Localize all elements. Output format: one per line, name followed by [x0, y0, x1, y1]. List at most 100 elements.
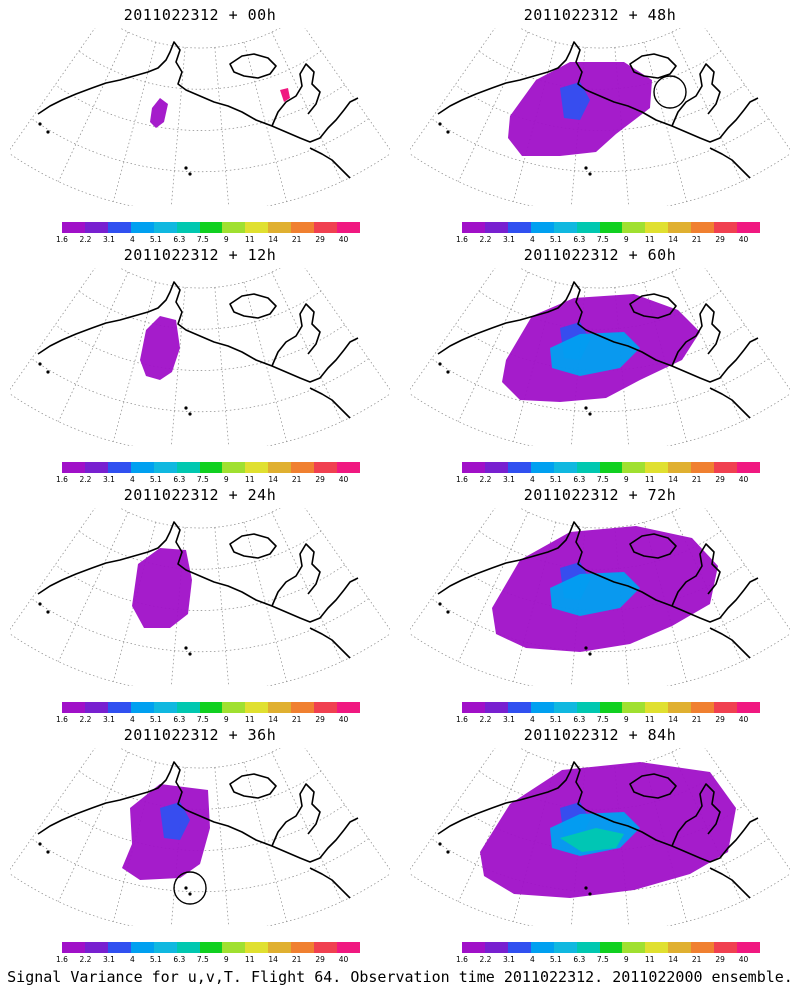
colorbar-swatch — [645, 942, 669, 953]
colorbar-label: 40 — [738, 715, 749, 724]
colorbar-swatch — [484, 462, 508, 473]
colorbar-label: 3.1 — [502, 475, 515, 484]
colorbar-label: 5.1 — [549, 715, 562, 724]
colorbar-swatch — [62, 462, 85, 473]
map-panel: 2011022312 + 60h 1.6 2.2 3.1 4 5.1 6.3 7.5 9 11 14… — [400, 240, 800, 484]
polar-map — [410, 508, 790, 686]
colorbar-label: 40 — [738, 475, 749, 484]
colorbar-label: 2.2 — [479, 955, 492, 964]
colorbar-label: 5.1 — [549, 235, 562, 244]
colorbar-swatch — [62, 702, 85, 713]
colorbar-swatch — [153, 462, 177, 473]
panel-title: 2011022312 + 48h — [523, 6, 677, 24]
polar-map — [410, 748, 790, 926]
colorbar-label: 21 — [691, 235, 702, 244]
colorbar-label: 40 — [338, 235, 349, 244]
colorbar-swatch — [268, 462, 292, 473]
colorbar-swatch — [130, 942, 154, 953]
colorbar-swatch — [462, 462, 485, 473]
colorbar-swatch — [622, 462, 646, 473]
colorbar-swatch — [291, 222, 315, 233]
colorbar-label: 29 — [315, 715, 325, 724]
colorbar-swatch — [484, 942, 508, 953]
colorbar-swatch — [314, 222, 338, 233]
colorbar-label: 7.5 — [596, 955, 609, 964]
colorbar-swatch — [691, 702, 715, 713]
colorbar-label: 6.3 — [173, 475, 186, 484]
colorbar-label: 21 — [291, 955, 302, 964]
colorbar-label: 40 — [338, 955, 349, 964]
polar-map — [10, 268, 390, 446]
colorbar-swatch — [222, 702, 246, 713]
colorbar-swatch — [291, 942, 315, 953]
colorbar-swatch — [668, 702, 692, 713]
colorbar-label: 9 — [223, 715, 229, 724]
colorbar-swatch — [84, 942, 108, 953]
colorbar-label: 21 — [691, 475, 702, 484]
colorbar-swatch — [268, 222, 292, 233]
colorbar-label: 14 — [268, 235, 278, 244]
colorbar-swatch — [462, 222, 485, 233]
colorbar — [62, 942, 360, 953]
colorbar-label: 6.3 — [573, 235, 586, 244]
map-panel: 2011022312 + 00h 1.6 2.2 3.1 4 5.1 6.3 7.5 9 11 14… — [0, 0, 400, 244]
colorbar-swatch — [130, 702, 154, 713]
colorbar-swatch — [576, 942, 600, 953]
colorbar-swatch — [737, 462, 760, 473]
colorbar-label: 40 — [338, 475, 349, 484]
colorbar-label: 29 — [315, 235, 325, 244]
colorbar-label: 11 — [244, 235, 255, 244]
colorbar-swatch — [553, 702, 577, 713]
colorbar-label: 14 — [268, 955, 278, 964]
colorbar-swatch — [507, 702, 531, 713]
colorbar-label: 14 — [668, 475, 678, 484]
colorbar-label: 2.2 — [79, 715, 92, 724]
colorbar-swatch — [691, 462, 715, 473]
polar-map — [410, 28, 790, 206]
variance-region — [560, 828, 624, 852]
colorbar-label: 5.1 — [549, 955, 562, 964]
colorbar-swatch — [199, 702, 223, 713]
observation-circle — [653, 75, 687, 109]
colorbar-swatch — [530, 222, 554, 233]
colorbar-swatch — [530, 462, 554, 473]
colorbar-swatch — [153, 222, 177, 233]
colorbar-labels: 1.6 2.2 3.1 4 5.1 6.3 7.5 9 11 14 21 29 40 — [456, 955, 766, 965]
colorbar-swatch — [737, 222, 760, 233]
panel-title: 2011022312 + 60h — [523, 246, 677, 264]
panel-title: 2011022312 + 84h — [523, 726, 677, 744]
map-panel: 2011022312 + 48h 1.6 2.2 3.1 4 5.1 6.3 7.5 9 11 14… — [400, 0, 800, 244]
map-panel: 2011022312 + 12h 1.6 2.2 3.1 4 5.1 6.3 7.5 9 11 14… — [0, 240, 400, 484]
colorbar-swatch — [268, 942, 292, 953]
colorbar-swatch — [576, 462, 600, 473]
colorbar-label: 9 — [223, 955, 229, 964]
panel-title: 2011022312 + 36h — [123, 726, 277, 744]
colorbar-labels: 1.6 2.2 3.1 4 5.1 6.3 7.5 9 11 14 21 29 40 — [56, 955, 366, 965]
colorbar-label: 9 — [623, 715, 629, 724]
colorbar-swatch — [576, 222, 600, 233]
colorbar-label: 14 — [668, 715, 678, 724]
colorbar-swatch — [130, 222, 154, 233]
colorbar-swatch — [576, 702, 600, 713]
colorbar-label: 9 — [623, 235, 629, 244]
colorbar-label: 11 — [244, 475, 255, 484]
colorbar-swatch — [668, 222, 692, 233]
colorbar-swatch — [622, 222, 646, 233]
colorbar — [62, 462, 360, 473]
colorbar-label: 4 — [130, 235, 135, 244]
colorbar-label: 7.5 — [196, 715, 209, 724]
colorbar-label: 2.2 — [79, 955, 92, 964]
colorbar-label: 7.5 — [196, 235, 209, 244]
colorbar-label: 3.1 — [102, 715, 115, 724]
colorbar-swatch — [714, 222, 738, 233]
map-panel: 2011022312 + 36h 1.6 2.2 3.1 4 5.1 6.3 7.5 9 11 14… — [0, 720, 400, 964]
colorbar-swatch — [314, 702, 338, 713]
variance-region — [140, 316, 180, 380]
colorbar-swatch — [530, 702, 554, 713]
colorbar-swatch — [507, 462, 531, 473]
colorbar-swatch — [599, 462, 623, 473]
colorbar-swatch — [337, 462, 360, 473]
colorbar-label: 21 — [691, 715, 702, 724]
colorbar-label: 11 — [644, 475, 655, 484]
colorbar-label: 3.1 — [502, 715, 515, 724]
